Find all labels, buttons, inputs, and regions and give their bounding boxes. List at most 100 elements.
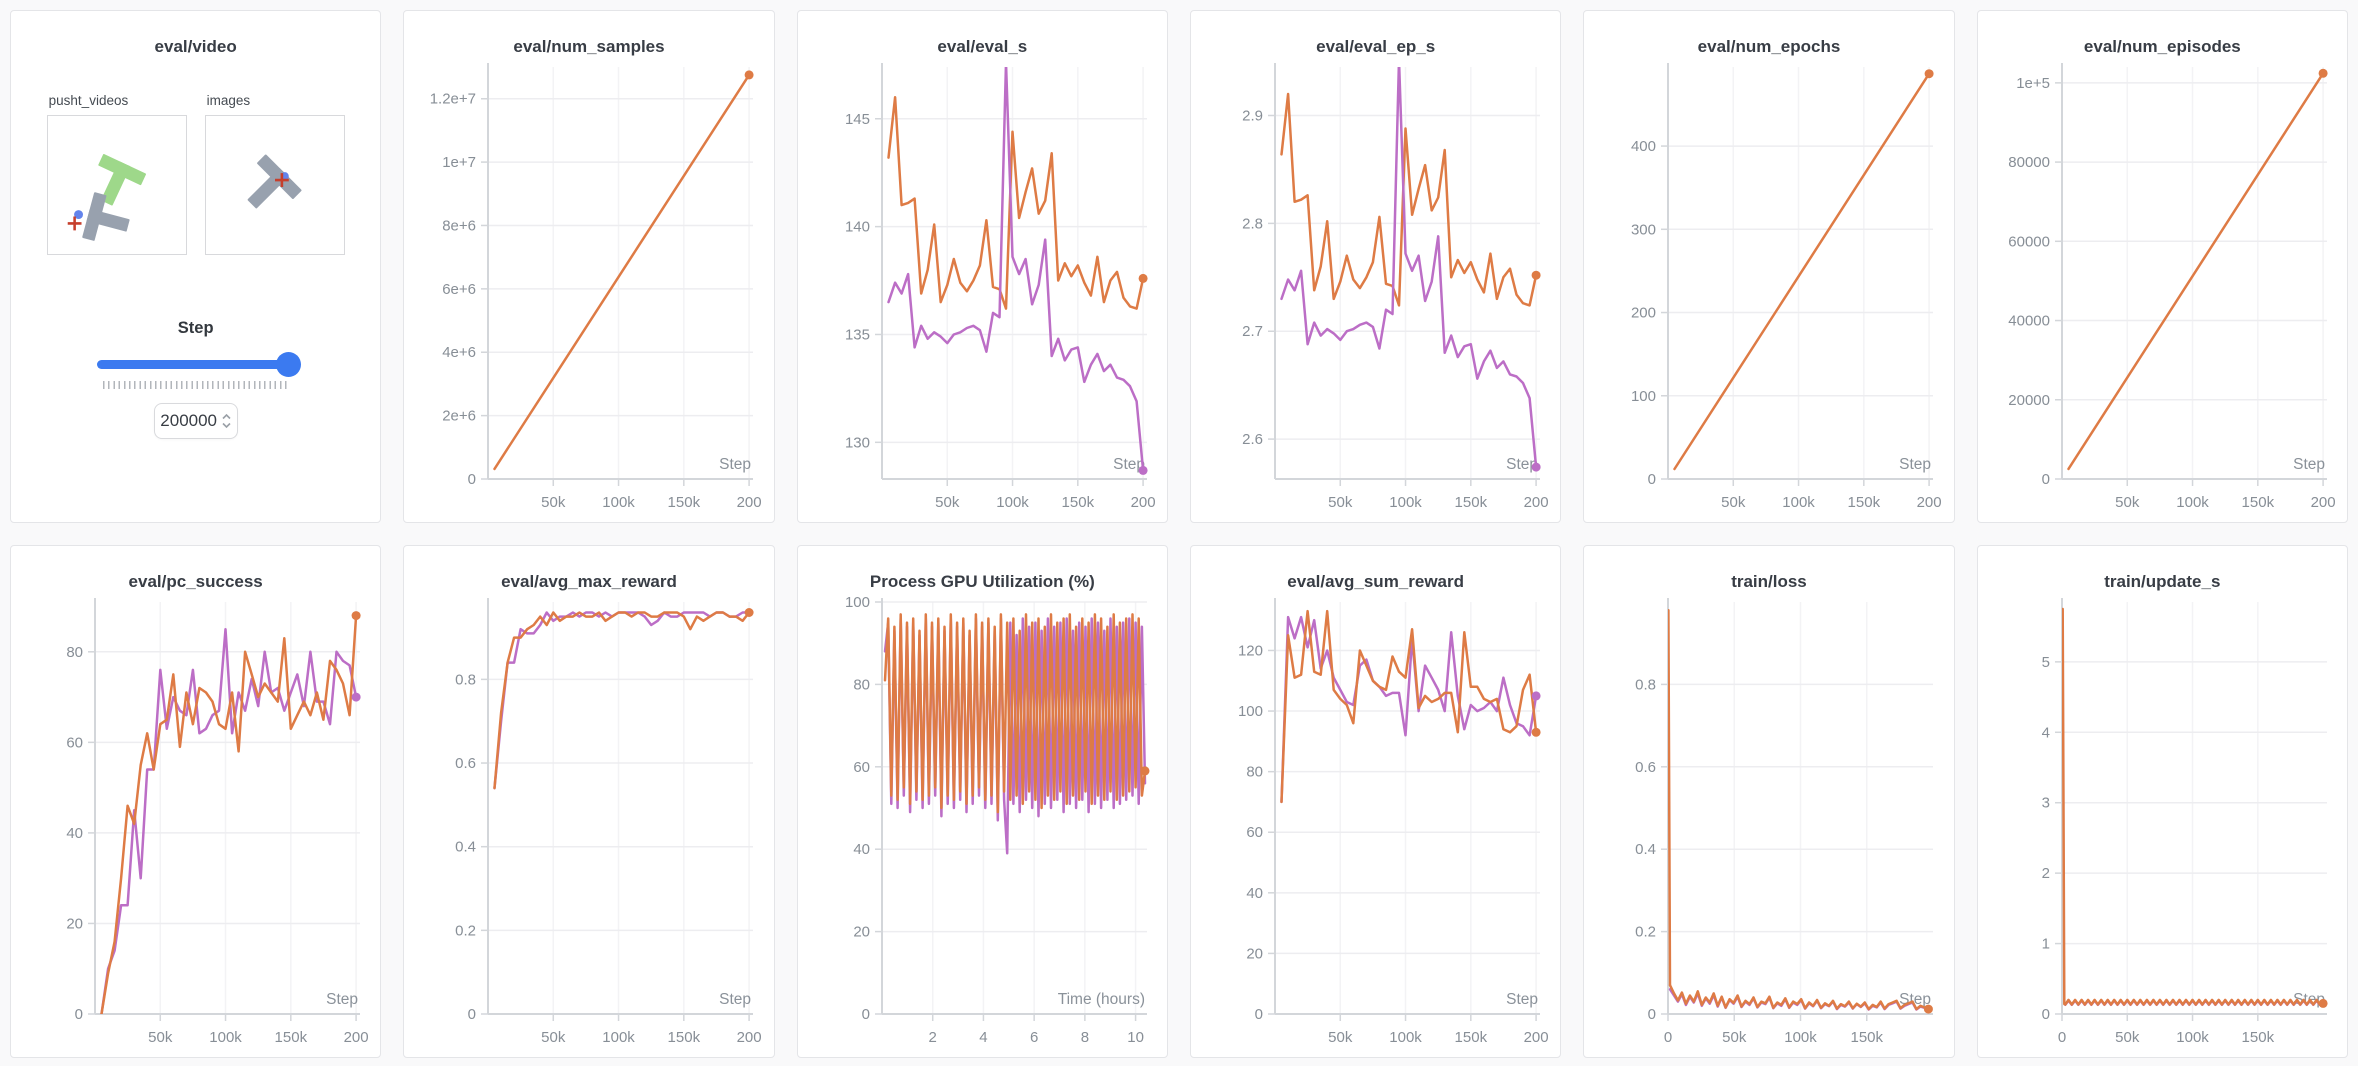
svg-text:50k: 50k — [1723, 1029, 1748, 1046]
svg-text:Step: Step — [1506, 991, 1538, 1008]
svg-text:100k: 100k — [1389, 1029, 1422, 1046]
svg-text:0.2: 0.2 — [456, 922, 477, 939]
svg-text:40: 40 — [853, 841, 870, 858]
svg-text:200: 200 — [737, 1029, 761, 1046]
svg-text:6e+6: 6e+6 — [443, 281, 477, 298]
svg-text:120: 120 — [1238, 642, 1263, 659]
line-chart[interactable]: 50k 100k 150k 200 130 135 140 145 Step — [810, 59, 1155, 514]
svg-text:5: 5 — [2041, 654, 2049, 671]
svg-text:40000: 40000 — [2008, 313, 2050, 330]
svg-text:40: 40 — [66, 825, 83, 842]
svg-text:20000: 20000 — [2008, 392, 2050, 409]
object-t-shape — [81, 192, 130, 241]
panel-process-gpu-utilization[interactable]: Process GPU Utilization (%) 2 4 6 8 10 0 20 40 6… — [796, 545, 1168, 1058]
step-value-input[interactable] — [159, 411, 218, 431]
panel-eval-eval-s[interactable]: eval/eval_s 50k 100k 150k 200 130 135 140 145 St… — [796, 10, 1168, 523]
chart-canvas[interactable]: 50k 100k 150k 200 0 20 40 60 80 100 120 Step — [1191, 594, 1560, 1049]
svg-text:40: 40 — [1246, 885, 1263, 902]
pusht-image — [247, 154, 302, 209]
svg-text:0.8: 0.8 — [1636, 676, 1657, 693]
line-chart[interactable]: 50k 100k 150k 200 2.6 2.7 2.8 2.9 Step — [1203, 59, 1548, 514]
svg-text:1: 1 — [2041, 936, 2049, 953]
svg-text:140: 140 — [845, 219, 870, 236]
svg-text:0: 0 — [2041, 1006, 2049, 1023]
panel-train-update-s[interactable]: train/update_s 0 50k 100k 150k 0 1 2 3 4 5 Step — [1976, 545, 2348, 1058]
svg-text:200: 200 — [1524, 494, 1548, 511]
svg-text:100: 100 — [1238, 703, 1263, 720]
svg-text:200: 200 — [1917, 494, 1941, 511]
svg-text:200: 200 — [2310, 494, 2334, 511]
stepper-arrows-icon[interactable] — [221, 411, 232, 431]
panel-eval-num-epochs[interactable]: eval/num_epochs 50k 100k 150k 200 0 100 200 300… — [1583, 10, 1955, 523]
thumb-label: pusht_videos — [48, 93, 129, 108]
step-value-box[interactable] — [153, 403, 238, 439]
panel-eval-video[interactable]: eval/video pusht_videos — [10, 10, 382, 523]
panel-eval-avg-max-reward[interactable]: eval/avg_max_reward 50k 100k 150k 200 0 0.2 0.… — [403, 545, 775, 1058]
media-thumbnails: pusht_videos — [11, 93, 380, 255]
chart-canvas[interactable]: 50k 100k 150k 200 0 100 200 300 400 Step — [1584, 59, 1953, 514]
svg-text:0: 0 — [468, 471, 476, 488]
pusht-video-thumbnail[interactable] — [46, 115, 187, 255]
svg-text:0: 0 — [2041, 471, 2049, 488]
svg-text:Time (hours): Time (hours) — [1058, 991, 1145, 1008]
svg-text:0.4: 0.4 — [456, 839, 477, 856]
chart-canvas[interactable]: 50k 100k 150k 200 130 135 140 145 Step — [798, 59, 1167, 514]
chart-title: train/update_s — [2104, 572, 2221, 591]
slider-track[interactable] — [96, 360, 289, 369]
svg-text:80: 80 — [66, 644, 83, 661]
svg-text:2.9: 2.9 — [1242, 108, 1263, 125]
svg-text:20: 20 — [66, 915, 83, 932]
svg-text:100k: 100k — [1783, 494, 1816, 511]
step-slider[interactable] — [96, 352, 301, 378]
line-chart[interactable]: 50k 100k 150k 200 0 0.2 0.4 0.6 0.8 Step — [416, 594, 761, 1049]
slider-thumb[interactable] — [275, 352, 301, 377]
svg-text:50k: 50k — [542, 1029, 567, 1046]
line-chart[interactable]: 50k 100k 150k 200 0 20 40 60 80 100 120 Step — [1203, 594, 1548, 1049]
panel-eval-num-samples[interactable]: eval/num_samples 50k 100k 150k 200 0 2e+6 4e+6… — [403, 10, 775, 523]
agent-dot — [73, 210, 83, 220]
object-t-shape — [247, 154, 302, 209]
chart-canvas[interactable]: 0 50k 100k 150k 0 1 2 3 4 5 Step — [1978, 594, 2347, 1049]
chart-canvas[interactable]: 50k 100k 150k 200 0 0.2 0.4 0.6 0.8 Step — [404, 594, 773, 1049]
line-chart[interactable]: 50k 100k 150k 200 0 2e+6 4e+6 6e+6 8e+6 1e+7 1.2e+… — [416, 59, 761, 514]
svg-text:50k: 50k — [935, 494, 960, 511]
panel-eval-avg-sum-reward[interactable]: eval/avg_sum_reward 50k 100k 150k 200 0 20 40 6… — [1190, 545, 1562, 1058]
panel-train-loss[interactable]: train/loss 0 50k 100k 150k 0 0.2 0.4 0.6 0.8 Step — [1583, 545, 1955, 1058]
svg-text:50k: 50k — [1328, 1029, 1353, 1046]
svg-text:100k: 100k — [209, 1029, 242, 1046]
panel-eval-eval-ep-s[interactable]: eval/eval_ep_s 50k 100k 150k 200 2.6 2.7 2.8 2.… — [1190, 10, 1562, 523]
svg-text:150k: 150k — [668, 494, 701, 511]
svg-text:10: 10 — [1127, 1029, 1144, 1046]
svg-text:100: 100 — [845, 594, 870, 611]
chart-canvas[interactable]: 50k 100k 150k 200 0 20000 40000 60000 80000 1e+5 S… — [1978, 59, 2347, 514]
svg-text:150k: 150k — [1455, 494, 1488, 511]
svg-text:0.2: 0.2 — [1636, 924, 1657, 941]
images-thumbnail[interactable] — [204, 115, 345, 255]
line-chart[interactable]: 50k 100k 150k 200 0 20000 40000 60000 80000 1e+5 S… — [1990, 59, 2335, 514]
svg-text:150k: 150k — [2241, 1029, 2274, 1046]
chart-canvas[interactable]: 50k 100k 150k 200 0 2e+6 4e+6 6e+6 8e+6 1e+7 1.2e+… — [404, 59, 773, 514]
svg-text:100k: 100k — [2176, 494, 2209, 511]
svg-text:1e+5: 1e+5 — [2016, 75, 2050, 92]
svg-text:0: 0 — [1648, 471, 1656, 488]
panel-title: eval/video — [154, 37, 237, 56]
svg-text:1.2e+7: 1.2e+7 — [430, 91, 476, 108]
chart-canvas[interactable]: 50k 100k 150k 200 0 20 40 60 80 Step — [11, 594, 380, 1049]
chart-canvas[interactable]: 50k 100k 150k 200 2.6 2.7 2.8 2.9 Step — [1191, 59, 1560, 514]
line-chart[interactable]: 50k 100k 150k 200 0 20 40 60 80 Step — [23, 594, 368, 1049]
pusht-videos-thumb: pusht_videos — [46, 93, 187, 255]
chart-canvas[interactable]: 0 50k 100k 150k 0 0.2 0.4 0.6 0.8 Step — [1584, 594, 1953, 1049]
line-chart[interactable]: 50k 100k 150k 200 0 100 200 300 400 Step — [1596, 59, 1941, 514]
svg-text:20: 20 — [853, 924, 870, 941]
svg-text:Step: Step — [1506, 456, 1538, 473]
chart-title: eval/avg_max_reward — [501, 572, 677, 591]
chart-title: eval/num_samples — [513, 37, 665, 56]
panel-eval-num-episodes[interactable]: eval/num_episodes 50k 100k 150k 200 0 20000 40… — [1976, 10, 2348, 523]
chart-canvas[interactable]: 2 4 6 8 10 0 20 40 60 80 100 Time (hours) — [798, 594, 1167, 1049]
panel-eval-pc-success[interactable]: eval/pc_success 50k 100k 150k 200 0 20 40 60 80 S… — [10, 545, 382, 1058]
svg-text:2.8: 2.8 — [1242, 215, 1263, 232]
svg-text:100k: 100k — [1785, 1029, 1818, 1046]
